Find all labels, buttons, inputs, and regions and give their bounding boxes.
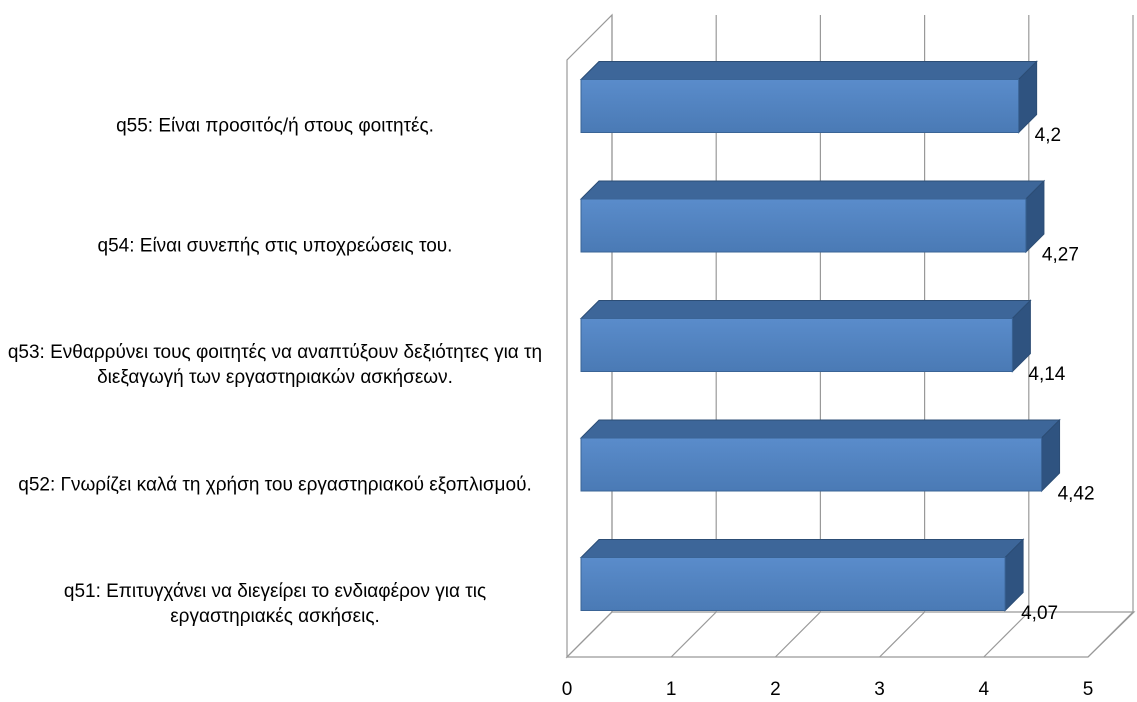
category-label: q54: Είναι συνεπής στις υποχρεώσεις του.	[97, 235, 453, 256]
floor-grid-line	[670, 611, 717, 658]
bar	[580, 198, 1027, 253]
x-tick-label: 4	[979, 679, 990, 700]
bar-top	[579, 180, 1046, 200]
category-label: q55: Είναι προσιτός/ή στους φοιτητές.	[116, 115, 434, 137]
category-label: q52: Γνωρίζει καλά τη χρήση του εργαστηρ…	[18, 474, 532, 495]
x-tick-label: 1	[666, 679, 677, 700]
floor-grid-line	[566, 611, 613, 658]
bar-top	[579, 539, 1025, 558]
floor-grid-line	[983, 611, 1030, 658]
bar	[580, 437, 1043, 492]
data-label: 4,2	[1035, 125, 1061, 146]
floor-grid-line	[774, 611, 821, 658]
data-label: 4,07	[1021, 603, 1058, 624]
category-label: q53: Ενθαρρύνει τους φοιτητές να αναπτύξ…	[7, 342, 543, 388]
bar	[580, 79, 1020, 133]
bar	[580, 318, 1013, 372]
x-tick-label: 3	[874, 679, 885, 700]
floor-grid-line	[1087, 611, 1134, 658]
x-tick-label: 5	[1083, 679, 1094, 700]
data-label: 4,27	[1042, 245, 1079, 266]
x-tick-label: 2	[770, 679, 781, 700]
x-tick-label: 0	[562, 679, 573, 700]
category-label: q51: Επιτυγχάνει να διεγείρει το ενδιαφέ…	[63, 581, 487, 627]
data-label: 4,42	[1058, 484, 1095, 505]
bar	[580, 557, 1006, 611]
bar-top	[579, 61, 1038, 80]
floor-grid-line	[879, 611, 926, 658]
bar-top	[579, 300, 1032, 319]
bar-top	[579, 419, 1061, 439]
data-label: 4,14	[1028, 364, 1065, 385]
